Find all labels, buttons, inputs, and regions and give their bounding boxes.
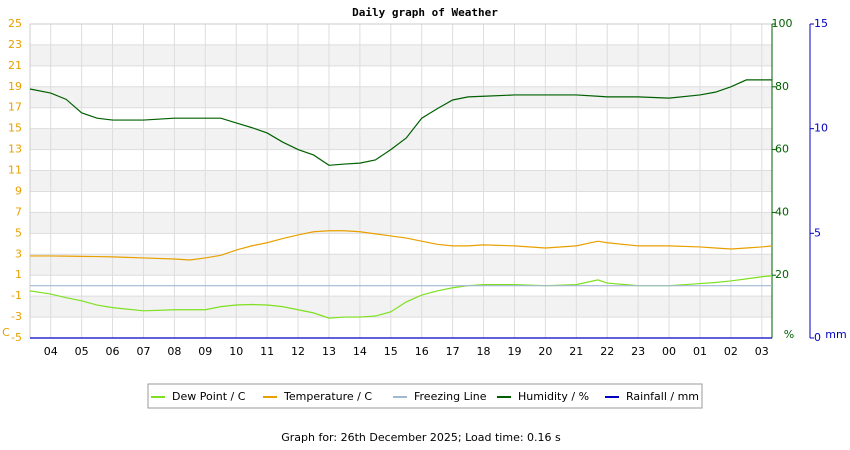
grid-band [30,128,772,150]
x-tick-label: 19 [507,345,521,358]
legend-label: Freezing Line [414,390,487,403]
x-tick-label: 12 [291,345,305,358]
y-tick-label: 21 [8,59,22,72]
legend-label: Dew Point / C [172,390,246,403]
y-tick-label: 11 [8,164,22,177]
y-tick-label: 9 [15,184,22,197]
y3-tick-label: 5 [814,226,821,239]
y3-tick-label: 0 [814,331,821,344]
y-tick-label: 23 [8,38,22,51]
grid-band [30,254,772,276]
y3-axis-unit: mm [825,328,846,341]
y-axis-unit: C [2,326,10,339]
x-tick-label: 18 [477,345,491,358]
x-tick-label: 04 [44,345,58,358]
y2-tick-label: 20 [775,268,789,281]
x-tick-label: 22 [600,345,614,358]
x-tick-label: 08 [167,345,181,358]
x-tick-label: 17 [446,345,460,358]
y-tick-label: 15 [8,122,22,135]
x-tick-label: 01 [693,345,707,358]
series-line [29,79,772,166]
x-tick-label: 00 [662,345,676,358]
y-tick-label: 25 [8,17,22,30]
y3-tick-label: 10 [814,122,828,135]
x-tick-label: 10 [229,345,243,358]
x-tick-label: 20 [538,345,552,358]
y-tick-label: 7 [15,205,22,218]
y3-tick-label: 15 [814,17,828,30]
y-tick-label: 13 [8,143,22,156]
grid-band [30,212,772,234]
y-tick-label: 1 [15,268,22,281]
y2-axis-unit: % [784,328,794,341]
y-tick-label: 19 [8,80,22,93]
x-tick-label: 13 [322,345,336,358]
legend-label: Rainfall / mm [626,390,699,403]
y-tick-label: -1 [11,289,22,302]
x-tick-label: 03 [755,345,769,358]
y-tick-label: 5 [15,226,22,239]
legend-label: Temperature / C [283,390,372,403]
y2-tick-label: 60 [775,143,789,156]
plot-background [30,23,772,339]
x-tick-label: 02 [724,345,738,358]
x-tick-label: 15 [384,345,398,358]
y2-tick-label: 80 [775,80,789,93]
grid-band [30,170,772,192]
y-tick-label: 3 [15,247,22,260]
grid-band [30,86,772,108]
x-tick-label: 11 [260,345,274,358]
legend-label: Humidity / % [518,390,589,403]
series-line [30,230,773,261]
x-tick-label: 16 [415,345,429,358]
y-tick-label: -5 [11,331,22,344]
y2-tick-label: 100 [772,17,793,30]
chart-title: Daily graph of Weather [352,6,498,19]
x-tick-label: 21 [569,345,583,358]
x-tick-label: 09 [198,345,212,358]
x-tick-label: 23 [631,345,645,358]
x-tick-label: 05 [75,345,89,358]
x-tick-label: 14 [353,345,367,358]
y-tick-label: 17 [8,101,22,114]
grid-band [30,44,772,66]
y2-tick-label: 40 [775,205,789,218]
grid-band [30,296,772,318]
x-tick-label: 06 [106,345,120,358]
footer: Graph for: 26th December 2025; Load time… [281,431,561,444]
x-tick-label: 07 [136,345,150,358]
y-tick-label: -3 [11,310,22,323]
